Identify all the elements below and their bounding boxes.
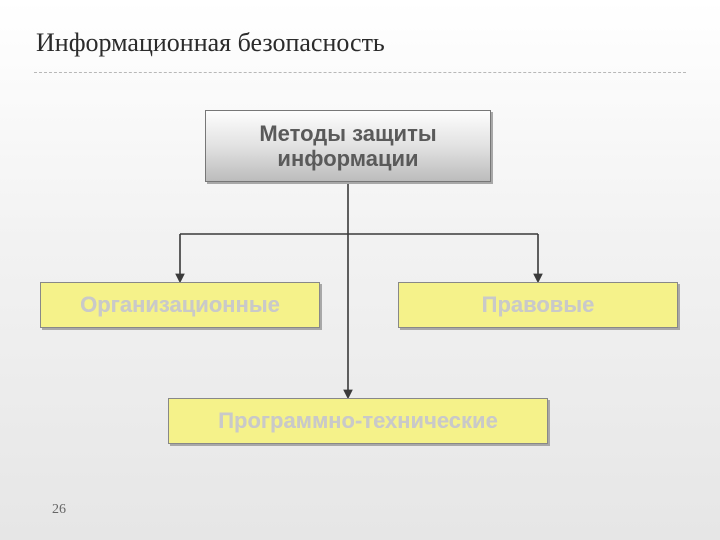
page-number: 26 [52,502,66,518]
child-node-org: Организационные [40,282,320,328]
diagram-canvas: Методы защиты информации Организационные… [0,0,720,540]
root-node-label: Методы защиты информации [220,121,476,172]
child-node-tech-label: Программно-технические [218,408,498,433]
connector-arrows [0,0,720,540]
child-node-legal: Правовые [398,282,678,328]
child-node-legal-label: Правовые [482,292,595,317]
child-node-org-label: Организационные [80,292,280,317]
root-node: Методы защиты информации [205,110,491,182]
child-node-tech: Программно-технические [168,398,548,444]
